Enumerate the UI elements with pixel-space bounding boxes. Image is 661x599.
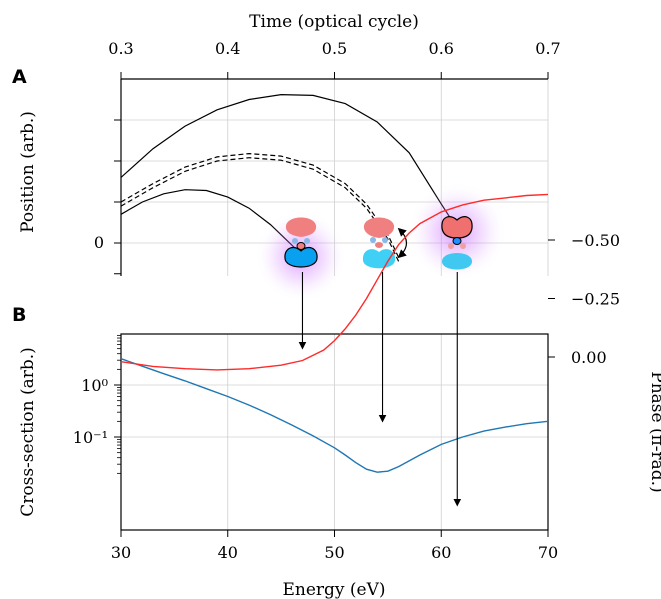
orbital-3-node: [460, 243, 466, 249]
orbital-2-swap-arrow: [397, 227, 408, 259]
orbital-3-bottom-lobe: [441, 253, 473, 270]
orbital-2-node: [382, 237, 388, 243]
orbital-3-core: [452, 237, 462, 245]
panel-b-right-y-tick-label: 0.00: [571, 348, 607, 367]
orbital-1-bottom-lobe: [284, 246, 318, 268]
panel-a-trajectory-chart: 0.3 0.4 0.5 0.6 0.7 0 Time (optical cycle) P…: [18, 12, 561, 302]
panel-b-left-y-axis-title: Cross-section (arb.): [18, 347, 38, 517]
panel-a-x-axis-title: Time (optical cycle): [249, 12, 419, 32]
panel-b-letter: B: [12, 304, 26, 326]
panel-b-x-tick-label: 70: [538, 543, 558, 562]
panel-b-left-y-tick-label: 10⁰: [81, 376, 108, 395]
panel-a-x-tick-label: 0.7: [535, 39, 560, 58]
panel-b-x-tick-label: 30: [111, 543, 131, 562]
panel-b-cross-section-chart: 30 40 50 60 70 10⁻¹ 10⁰ 0.00 −0.25 −0.50 Energy (…: [18, 193, 661, 599]
panel-a-letter: A: [12, 66, 27, 88]
orbital-1-node: [304, 238, 310, 244]
orbital-1-node: [292, 238, 298, 244]
orbital-3: [407, 182, 507, 282]
trajectory-line-1: [120, 93, 453, 221]
panel-b-x-axis-title: Energy (eV): [282, 580, 385, 599]
panel-a-x-tick-label: 0.6: [429, 39, 454, 58]
panel-a-y-tick-label: 0: [94, 233, 104, 252]
orbital-1-core: [296, 242, 306, 250]
orbital-1: [255, 210, 347, 302]
orbital-1-top-lobe: [285, 217, 317, 237]
panel-a-x-tick-label: 0.3: [108, 39, 133, 58]
orbital-2-node: [370, 237, 376, 243]
orbital-3-node: [448, 243, 454, 249]
panel-a-x-tick-label: 0.4: [215, 39, 240, 58]
panel-b-series: [120, 193, 549, 473]
panel-a-y-axis-title: Position (arb.): [18, 111, 38, 233]
panel-b-x-tick-label: 50: [324, 543, 344, 562]
panel-b-right-y-axis-title: Phase (π-rad.): [647, 371, 661, 492]
cross-section-line: [120, 358, 549, 473]
orbital-connector-arrows: [298, 272, 462, 507]
orbital-2-top-lobe: [363, 217, 395, 238]
panel-b-right-y-tick-label: −0.25: [571, 290, 620, 309]
panel-b-x-tick-label: 40: [218, 543, 238, 562]
orbital-lobes-icon: [284, 217, 318, 268]
panel-b-x-tick-label: 60: [431, 543, 451, 562]
panel-b-right-y-tick-label: −0.50: [571, 231, 620, 250]
trajectory-line-2: [120, 152, 400, 258]
panel-b-ticks: 30 40 50 60 70 10⁻¹ 10⁰ 0.00 −0.25 −0.50: [73, 231, 620, 562]
phase-line: [120, 193, 549, 371]
panel-b-left-y-tick-label: 10⁻¹: [73, 428, 108, 447]
panel-a-x-tick-label: 0.5: [322, 39, 347, 58]
panel-a-ticks: 0.3 0.4 0.5 0.6 0.7: [108, 39, 561, 275]
orbital-3-top-lobe: [441, 216, 473, 239]
orbital-lobes-icon: [441, 216, 473, 270]
orbital-2-core: [375, 242, 383, 248]
panel-b-grid: [121, 334, 548, 530]
